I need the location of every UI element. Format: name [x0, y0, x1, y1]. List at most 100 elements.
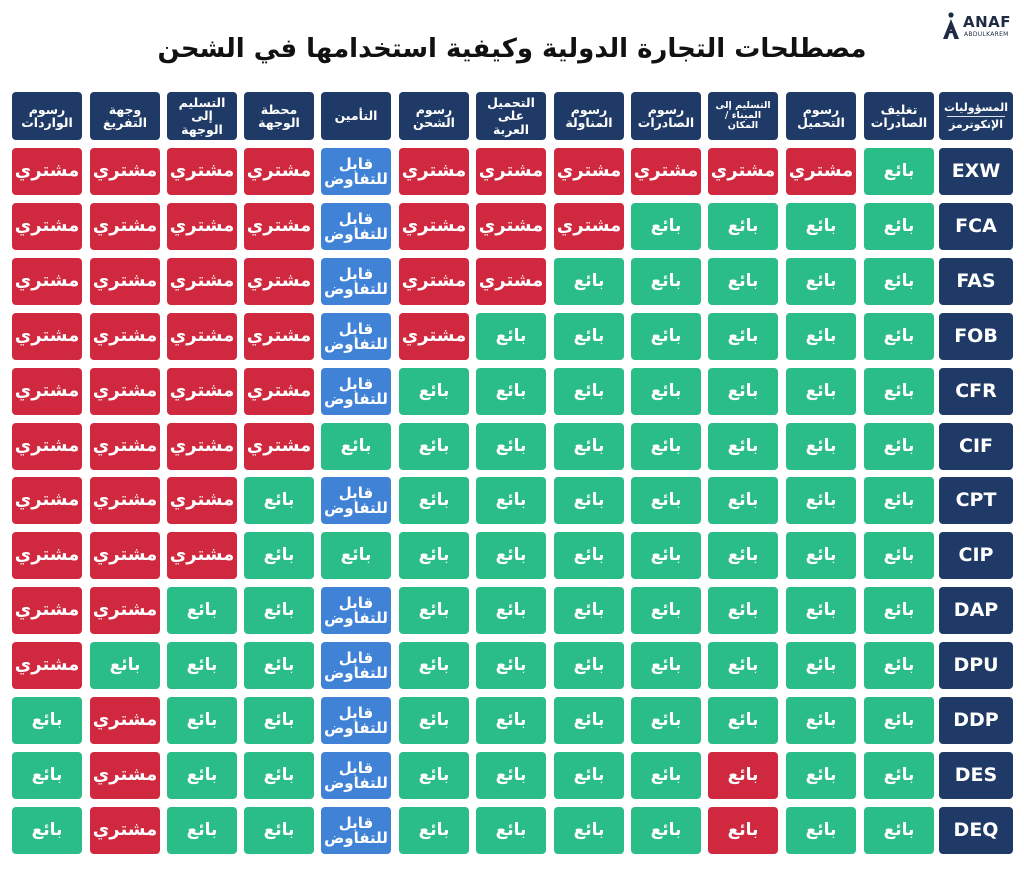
cell-seller: بائع	[554, 313, 624, 360]
cell-seller: بائع	[399, 642, 469, 689]
cell-seller: بائع	[554, 477, 624, 524]
cell-seller: بائع	[708, 368, 778, 415]
cell-buyer: مشتري	[167, 423, 237, 470]
negotiable-line1: قابل	[338, 483, 374, 502]
cell-buyer: مشتري	[399, 148, 469, 195]
cell-negotiable: قابل للتفاوض	[321, 258, 391, 305]
negotiable-line2: للتفاوض	[324, 334, 388, 353]
cell-seller: بائع	[708, 587, 778, 634]
cell-seller: بائع	[476, 752, 546, 799]
cell-buyer: مشتري	[90, 313, 160, 360]
cell-seller: بائع	[864, 423, 934, 470]
logo-mark-icon	[943, 12, 959, 39]
cell-buyer: مشتري	[90, 807, 160, 854]
negotiable-line1: قابل	[338, 813, 374, 832]
cell-seller: بائع	[631, 313, 701, 360]
cell-seller: بائع	[786, 313, 856, 360]
cell-seller: بائع	[708, 313, 778, 360]
cell-seller: بائع	[864, 313, 934, 360]
cell-buyer: مشتري	[399, 258, 469, 305]
column-header: وجهة التفريغ	[90, 92, 160, 140]
negotiable-line1: قابل	[338, 648, 374, 667]
cell-buyer: مشتري	[399, 313, 469, 360]
cell-seller: بائع	[631, 258, 701, 305]
cell-buyer: مشتري	[244, 368, 314, 415]
cell-seller: بائع	[708, 423, 778, 470]
negotiable-line2: للتفاوض	[324, 224, 388, 243]
cell-buyer: مشتري	[12, 258, 82, 305]
cell-buyer: مشتري	[90, 423, 160, 470]
cell-seller: بائع	[631, 697, 701, 744]
cell-seller: بائع	[399, 587, 469, 634]
cell-buyer: مشتري	[244, 148, 314, 195]
cell-seller: بائع	[244, 697, 314, 744]
cell-seller: بائع	[476, 532, 546, 579]
cell-seller: بائع	[244, 752, 314, 799]
cell-seller: بائع	[554, 258, 624, 305]
cell-seller: بائع	[554, 423, 624, 470]
corner-header-responsibilities: المسؤوليات	[944, 100, 1009, 114]
negotiable-line1: قابل	[338, 154, 374, 173]
cell-buyer: مشتري	[12, 587, 82, 634]
cell-seller: بائع	[90, 642, 160, 689]
column-header: التحميل على العربة	[476, 92, 546, 140]
cell-seller: بائع	[399, 752, 469, 799]
column-header: رسوم الشحن	[399, 92, 469, 140]
cell-buyer: مشتري	[90, 258, 160, 305]
incoterm-label: FCA	[939, 203, 1013, 250]
cell-seller: بائع	[476, 642, 546, 689]
column-header: رسوم الواردات	[12, 92, 82, 140]
incoterm-label: FAS	[939, 258, 1013, 305]
cell-negotiable: قابل للتفاوض	[321, 477, 391, 524]
negotiable-line2: للتفاوض	[324, 279, 388, 298]
cell-seller: بائع	[399, 423, 469, 470]
column-header: التسليم إلى الوجهة	[167, 92, 237, 140]
cell-seller: بائع	[476, 313, 546, 360]
negotiable-line2: للتفاوض	[324, 718, 388, 737]
cell-buyer: مشتري	[12, 642, 82, 689]
cell-seller: بائع	[864, 477, 934, 524]
cell-seller: بائع	[167, 587, 237, 634]
incoterm-label: CPT	[939, 477, 1013, 524]
incoterm-label: DPU	[939, 642, 1013, 689]
cell-seller: بائع	[631, 642, 701, 689]
cell-buyer: مشتري	[554, 203, 624, 250]
cell-buyer: مشتري	[90, 752, 160, 799]
cell-seller: بائع	[399, 368, 469, 415]
negotiable-line1: قابل	[338, 758, 374, 777]
cell-seller: بائع	[786, 258, 856, 305]
cell-seller: بائع	[167, 807, 237, 854]
negotiable-line2: للتفاوض	[324, 828, 388, 847]
incoterm-label: EXW	[939, 148, 1013, 195]
cell-buyer: مشتري	[167, 477, 237, 524]
cell-seller: بائع	[786, 477, 856, 524]
cell-seller: بائع	[476, 477, 546, 524]
column-header: محطة الوجهة	[244, 92, 314, 140]
incoterm-label: CIP	[939, 532, 1013, 579]
cell-seller: بائع	[786, 423, 856, 470]
cell-seller: بائع	[631, 587, 701, 634]
negotiable-line1: قابل	[338, 319, 374, 338]
column-header: رسوم التحميل	[786, 92, 856, 140]
cell-buyer: مشتري	[476, 203, 546, 250]
cell-seller: بائع	[786, 368, 856, 415]
page-title: مصطلحات التجارة الدولية وكيفية استخدامها…	[157, 34, 867, 64]
cell-seller: بائع	[786, 697, 856, 744]
cell-seller: بائع	[864, 807, 934, 854]
cell-buyer: مشتري	[244, 313, 314, 360]
incoterm-label: FOB	[939, 313, 1013, 360]
cell-buyer: مشتري	[476, 148, 546, 195]
cell-seller-highlight: بائع	[708, 752, 778, 799]
cell-seller: بائع	[476, 697, 546, 744]
cell-buyer: مشتري	[786, 148, 856, 195]
negotiable-line2: للتفاوض	[324, 498, 388, 517]
incoterm-label: DDP	[939, 697, 1013, 744]
cell-seller: بائع	[864, 258, 934, 305]
cell-buyer: مشتري	[12, 368, 82, 415]
cell-seller: بائع	[554, 368, 624, 415]
cell-seller: بائع	[864, 203, 934, 250]
cell-seller: بائع	[631, 807, 701, 854]
cell-seller: بائع	[244, 807, 314, 854]
cell-seller: بائع	[631, 368, 701, 415]
cell-seller: بائع	[864, 532, 934, 579]
